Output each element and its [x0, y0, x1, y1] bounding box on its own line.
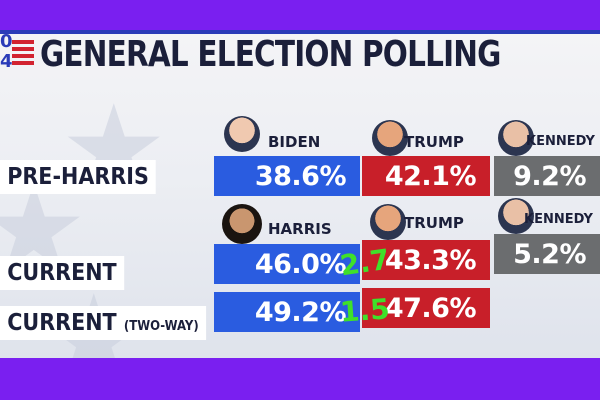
bar-kennedy-pre-harris: 9.2% [494, 156, 600, 196]
candidate-label-biden: BIDEN [268, 133, 321, 151]
harris-avatar [222, 204, 262, 244]
row-label-pre-harris: PRE-HARRIS [0, 160, 157, 194]
trump-avatar [372, 120, 408, 156]
handwritten-gap-two-way: 1.5 [338, 292, 391, 329]
row-label-current: CURRENT [0, 256, 124, 290]
bar-trump-current: 43.3% [362, 240, 490, 280]
page-title: GENERAL ELECTION POLLING [40, 34, 501, 75]
kennedy-avatar [498, 198, 534, 234]
bar-kennedy-current: 5.2% [494, 234, 600, 274]
candidate-label-kennedy: KENNEDY [526, 134, 595, 149]
candidate-label-trump: TRUMP [404, 133, 464, 151]
biden-avatar [224, 116, 260, 152]
flag-stripes-icon [12, 40, 34, 68]
bar-harris-current: 46.0% [214, 244, 360, 284]
candidate-label-harris: HARRIS [268, 220, 332, 238]
handwritten-gap-current: 2.7 [337, 242, 392, 283]
candidate-label-kennedy: KENNEDY [524, 212, 593, 227]
bar-trump-two-way: 47.6% [362, 288, 490, 328]
candidate-label-trump: TRUMP [404, 214, 464, 232]
kennedy-avatar [498, 120, 534, 156]
bar-trump-pre-harris: 42.1% [362, 156, 490, 196]
broadcast-graphic: ★ ★ ★ 04 GENERAL ELECTION POLLING PRE-HA… [0, 30, 600, 358]
row-label-current-two-way: CURRENT (TWO-WAY) [0, 306, 206, 340]
bar-biden-pre-harris: 38.6% [214, 156, 360, 196]
bar-harris-two-way: 49.2% [214, 292, 360, 332]
trump-avatar [370, 204, 406, 240]
